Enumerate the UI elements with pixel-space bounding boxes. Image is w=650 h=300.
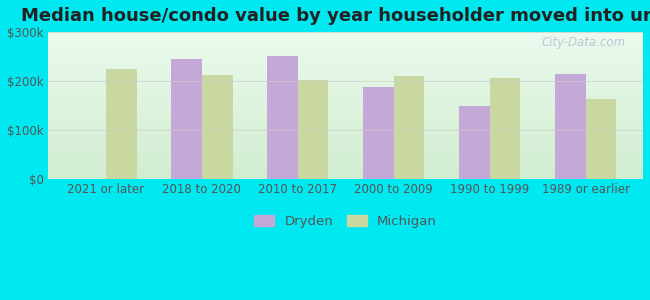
Bar — [267, 56, 298, 178]
Bar — [106, 69, 136, 178]
Bar — [202, 75, 233, 178]
Title: Median house/condo value by year householder moved into unit: Median house/condo value by year househo… — [21, 7, 650, 25]
Bar — [171, 59, 202, 178]
Bar — [489, 78, 520, 178]
Bar — [459, 106, 489, 178]
Bar — [298, 80, 328, 178]
Text: City-Data.com: City-Data.com — [541, 37, 625, 50]
Legend: Dryden, Michigan: Dryden, Michigan — [249, 210, 442, 234]
Bar — [394, 76, 424, 178]
Bar — [586, 100, 616, 178]
Bar — [363, 87, 394, 178]
Bar — [555, 74, 586, 178]
